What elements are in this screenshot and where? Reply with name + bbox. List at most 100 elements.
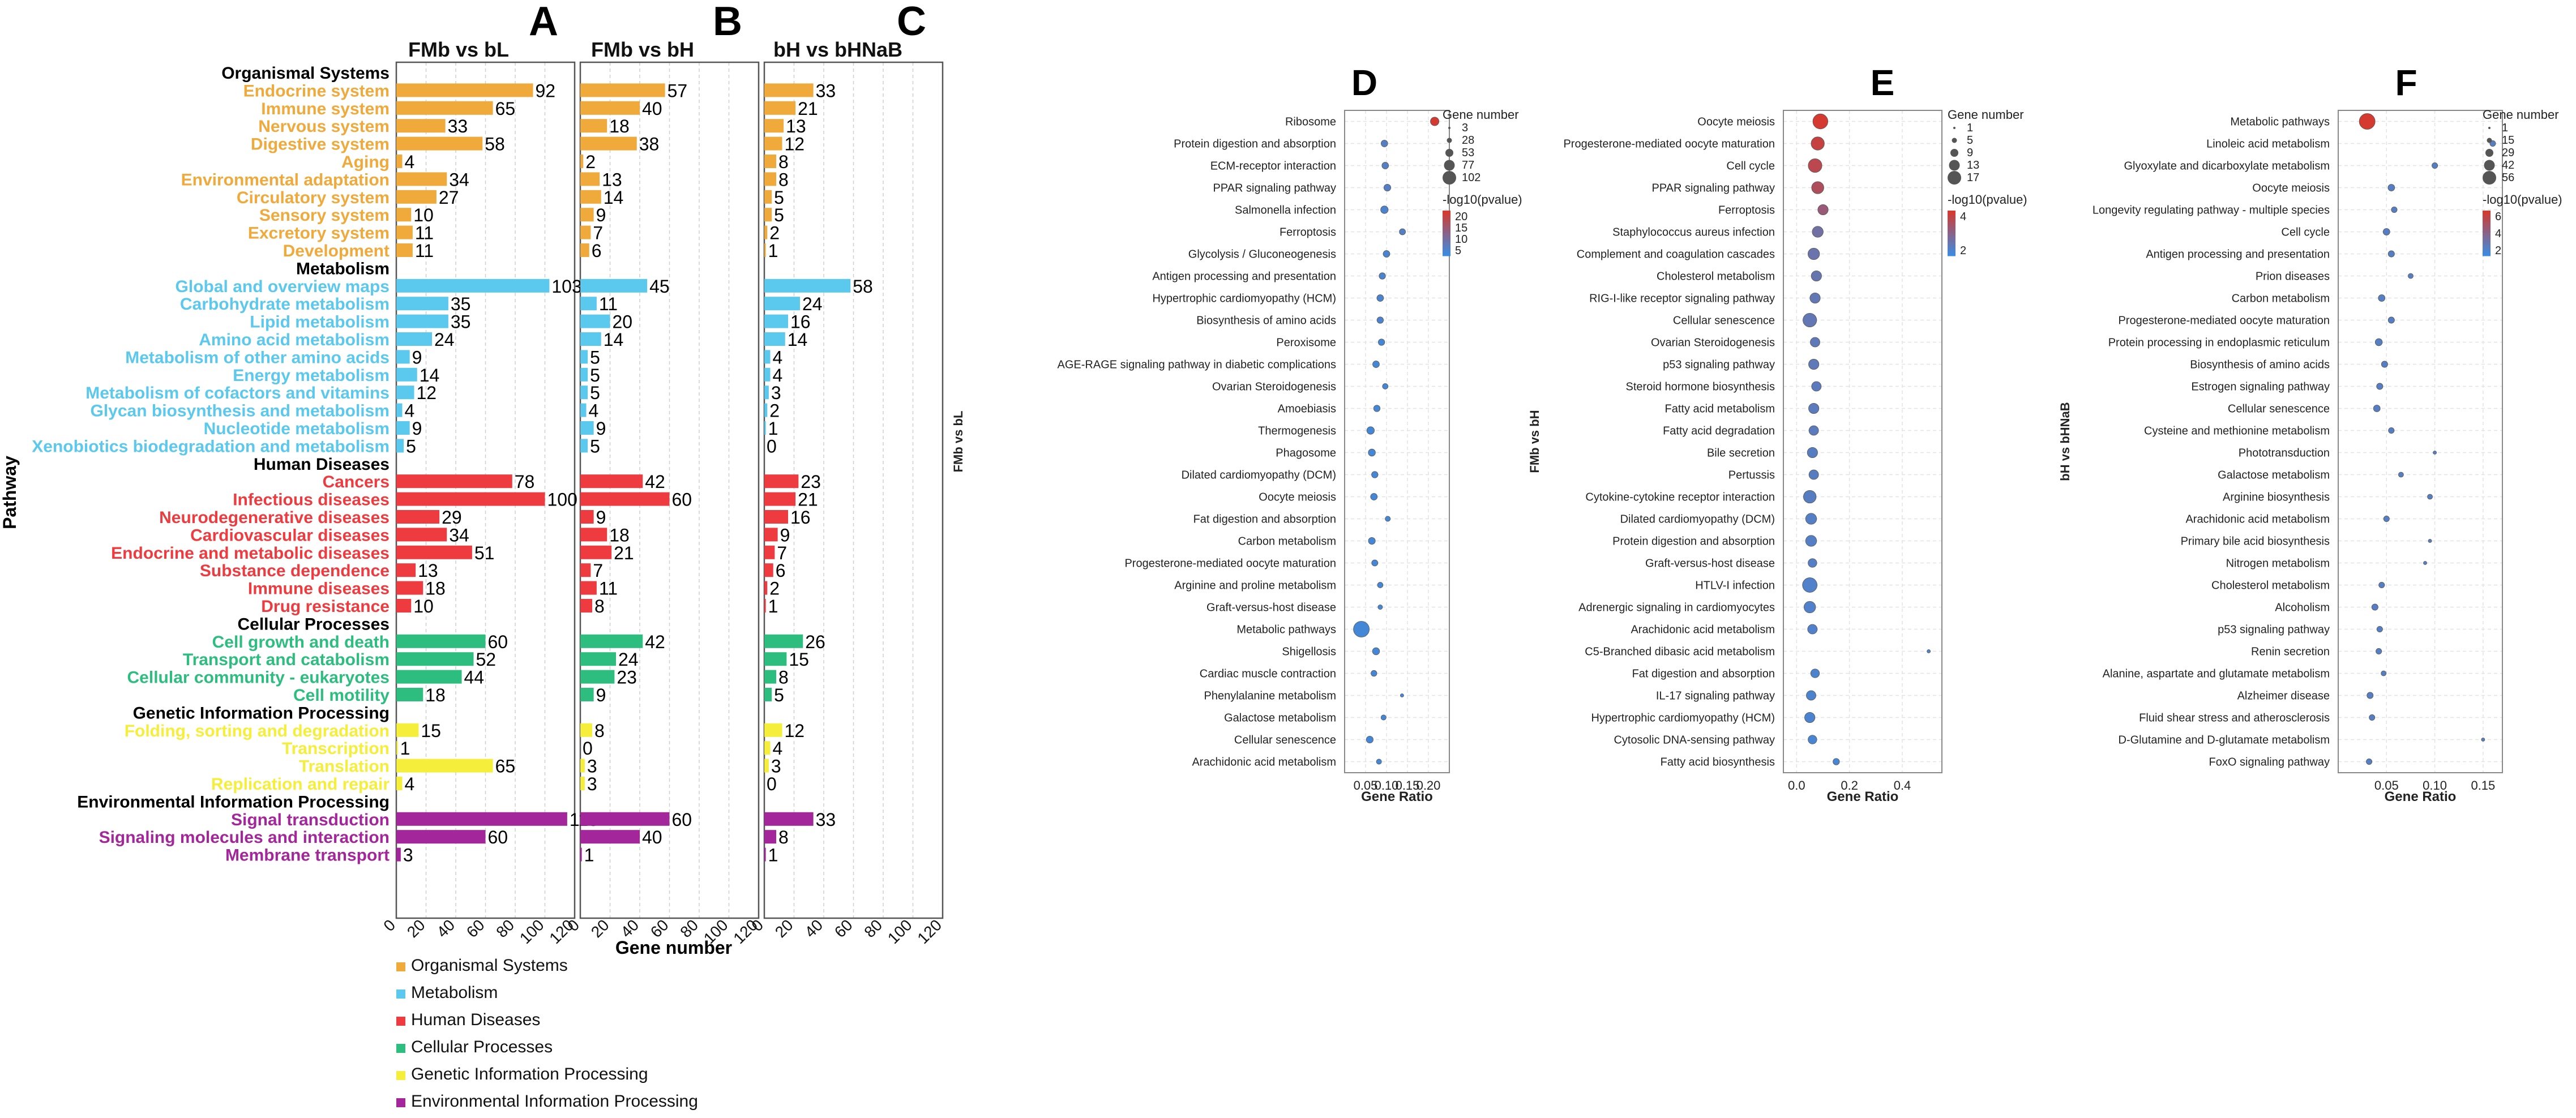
term-label: Ferroptosis — [1718, 204, 1775, 217]
term-label: Progesterone-mediated oocyte maturation — [2118, 315, 2330, 327]
term-label: AGE-RAGE signaling pathway in diabetic c… — [1058, 359, 1336, 371]
size-legend-dot — [1953, 127, 1955, 129]
bar-value-label: 103 — [551, 276, 581, 297]
bar-value-label: 18 — [425, 579, 446, 599]
term-label: C5-Branched dibasic acid metabolism — [1585, 646, 1775, 658]
bar-value-label: 52 — [476, 649, 497, 670]
bar-value-label: 34 — [449, 525, 469, 545]
bar — [396, 545, 472, 559]
color-legend-bar — [1948, 242, 1955, 245]
bar-value-label: 2 — [769, 223, 780, 243]
color-legend-bar — [2483, 245, 2491, 247]
legend-swatch — [396, 1044, 405, 1053]
term-label: Cysteine and methionine metabolism — [2144, 425, 2330, 438]
data-point — [1802, 577, 1817, 593]
size-legend-label: 102 — [1462, 172, 1480, 184]
bar — [580, 421, 594, 435]
data-point — [2378, 582, 2385, 588]
x-tick-label: 0.0 — [1788, 778, 1805, 793]
bar — [580, 367, 588, 382]
data-point — [1382, 383, 1389, 389]
pathway-label: Cell growth and death — [212, 633, 390, 652]
bar-value-label: 34 — [449, 169, 469, 190]
term-label: Dilated cardiomyopathy (DCM) — [1182, 469, 1336, 482]
bar-value-label: 3 — [587, 756, 597, 777]
bar-value-label: 65 — [495, 756, 516, 777]
bar-value-label: 21 — [798, 490, 818, 510]
term-label: Linoleic acid metabolism — [2206, 138, 2330, 151]
data-point — [2376, 648, 2382, 654]
pathway-label: Xenobiotics biodegradation and metabolis… — [32, 437, 390, 456]
data-point — [2367, 692, 2374, 699]
color-legend-bar — [2483, 224, 2491, 227]
bar-value-label: 78 — [515, 472, 535, 492]
bar-value-label: 18 — [425, 685, 446, 705]
size-legend-dot — [1952, 138, 1957, 143]
data-point — [1381, 162, 1389, 169]
bar-value-label: 2 — [769, 401, 780, 421]
pathway-label: Circulatory system — [237, 189, 390, 207]
data-point — [1817, 204, 1829, 216]
panel-frame — [1783, 110, 1942, 773]
term-label: Hypertrophic cardiomyopathy (HCM) — [1152, 293, 1336, 305]
bar — [580, 528, 607, 542]
color-legend-bar — [1948, 249, 1955, 252]
color-legend-bar — [2483, 242, 2491, 245]
data-point — [2398, 472, 2404, 478]
bar — [396, 155, 403, 168]
size-legend-dot — [2483, 171, 2496, 185]
panel-frame — [579, 61, 760, 919]
bar — [580, 688, 594, 701]
bar-value-label: 16 — [790, 312, 811, 332]
data-point — [1380, 205, 1389, 214]
term-label: Staphylococcus aureus infection — [1612, 226, 1775, 239]
x-axis-label: Gene number — [615, 937, 732, 958]
size-legend-label: 42 — [2502, 159, 2514, 172]
data-point — [1377, 604, 1383, 610]
data-point — [1385, 516, 1391, 522]
color-legend-title: -log10(pvalue) — [1948, 192, 2027, 207]
data-point — [1383, 250, 1390, 258]
bar-value-label: 7 — [593, 560, 603, 581]
size-legend-label: 13 — [1967, 159, 1979, 172]
color-legend-bar — [1443, 226, 1450, 229]
legend-label: Organismal Systems — [411, 956, 568, 975]
bar — [580, 350, 588, 364]
panel-frame — [395, 61, 576, 919]
category-header: Human Diseases — [254, 455, 390, 474]
bar-value-label: 33 — [816, 809, 836, 830]
data-point — [2373, 405, 2381, 412]
bar-value-label: 15 — [789, 649, 809, 670]
pathway-label: Endocrine and metabolic diseases — [111, 544, 390, 563]
bar-value-label: 7 — [593, 223, 603, 243]
bar-value-label: 14 — [420, 365, 440, 385]
legend-label: Human Diseases — [411, 1010, 540, 1029]
data-point — [1803, 601, 1816, 614]
bar — [580, 777, 585, 790]
bar — [396, 777, 403, 790]
pathway-label: Substance dependence — [200, 562, 390, 580]
bar-value-label: 1 — [768, 845, 778, 866]
bar — [580, 759, 585, 773]
bar-value-label: 65 — [495, 98, 516, 119]
color-legend-bar — [1443, 220, 1450, 222]
term-label: Fatty acid biosynthesis — [1661, 756, 1775, 769]
bar — [396, 101, 493, 115]
pathway-label: Transcription — [282, 739, 390, 758]
data-point — [2387, 316, 2395, 324]
color-legend-label: 6 — [2495, 211, 2501, 223]
category-header: Organismal Systems — [221, 64, 390, 83]
bar-value-label: 24 — [618, 649, 639, 670]
bar — [764, 830, 776, 844]
size-legend-dot — [1443, 171, 1456, 185]
data-point — [2374, 338, 2383, 346]
pathway-label: Environmental adaptation — [181, 170, 390, 189]
bar-value-label: 4 — [773, 347, 783, 367]
bar-value-label: 11 — [415, 241, 434, 261]
pathway-label: Aging — [341, 153, 390, 172]
term-label: Hypertrophic cardiomyopathy (HCM) — [1591, 712, 1775, 725]
bar-value-label: 5 — [774, 187, 784, 208]
color-legend-bar — [1443, 247, 1450, 250]
color-legend-label: 4 — [2495, 228, 2501, 240]
data-point — [1370, 493, 1378, 500]
